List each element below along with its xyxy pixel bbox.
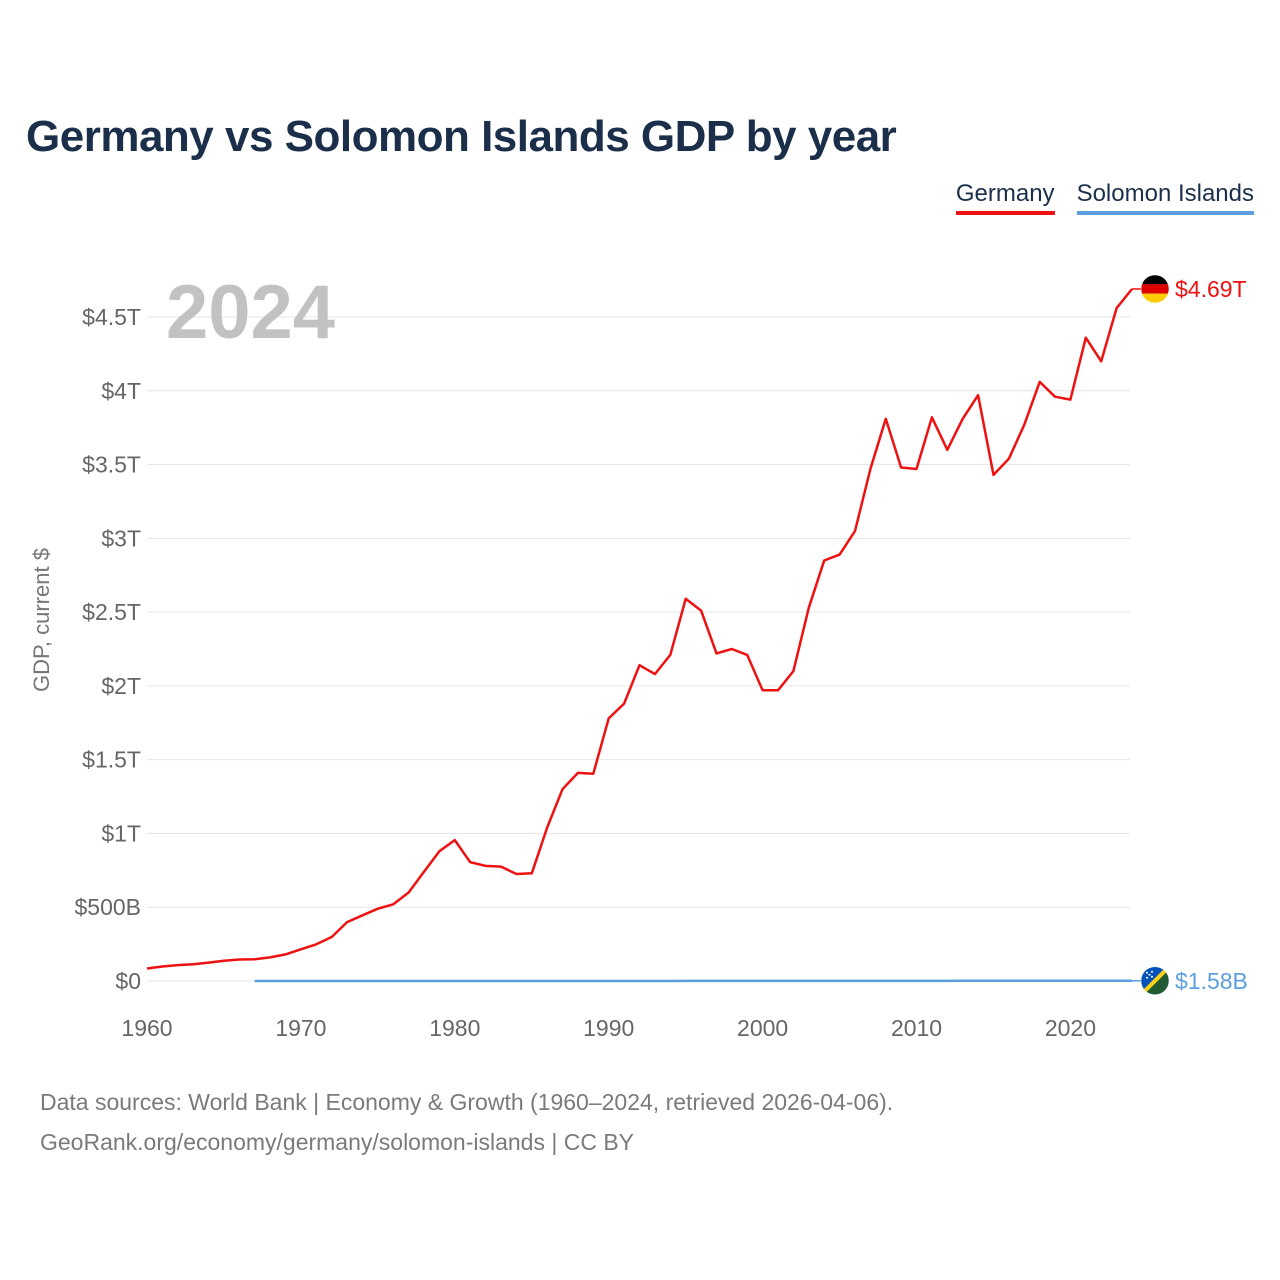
y-tick-label: $2T [101, 673, 141, 699]
data-sources-text: Data sources: World Bank | Economy & Gro… [40, 1089, 894, 1115]
x-tick-label: 1980 [429, 1015, 480, 1041]
end-value-label-solomon-islands: $1.58B [1175, 968, 1248, 994]
x-tick-label: 1970 [275, 1015, 326, 1041]
y-tick-label: $0 [115, 968, 141, 994]
source-link[interactable]: GeoRank.org/economy/germany/solomon-isla… [40, 1129, 635, 1155]
chart-title: Germany vs Solomon Islands GDP by year [26, 112, 897, 161]
y-tick-label: $2.5T [82, 599, 141, 625]
x-tick-label: 2020 [1045, 1015, 1096, 1041]
axis-ticks: $0 $500B $1T $1.5T $2T $2.5T $3T $3.5T $4T $4.5T 1… [74, 304, 1096, 1041]
legend-item-germany[interactable]: Germany [955, 180, 1055, 215]
germany-flag-icon [1140, 274, 1170, 304]
y-tick-label: $4.5T [82, 304, 141, 330]
series-lines [146, 288, 1133, 983]
solomon-islands-flag-icon [1140, 966, 1170, 996]
y-tick-label: $1T [101, 820, 141, 846]
legend-item-solomon-islands[interactable]: Solomon Islands [1076, 180, 1254, 215]
footer: Data sources: World Bank | Economy & Gro… [40, 1082, 893, 1162]
x-tick-label: 2000 [737, 1015, 788, 1041]
series-line-germany [146, 288, 1133, 970]
y-tick-label: $500B [74, 894, 141, 920]
legend: Germany Solomon Islands [955, 180, 1254, 215]
y-tick-label: $3T [101, 525, 141, 551]
y-tick-label: $4T [101, 378, 141, 404]
end-value-label-germany: $4.69T [1175, 276, 1247, 302]
end-markers: $4.69T $1.58B [1132, 274, 1248, 996]
year-watermark: 2024 [166, 270, 335, 355]
x-tick-label: 1990 [583, 1015, 634, 1041]
x-tick-label: 2010 [891, 1015, 942, 1041]
y-tick-label: $3.5T [82, 452, 141, 478]
x-tick-label: 1960 [121, 1015, 172, 1041]
y-tick-label: $1.5T [82, 747, 141, 773]
